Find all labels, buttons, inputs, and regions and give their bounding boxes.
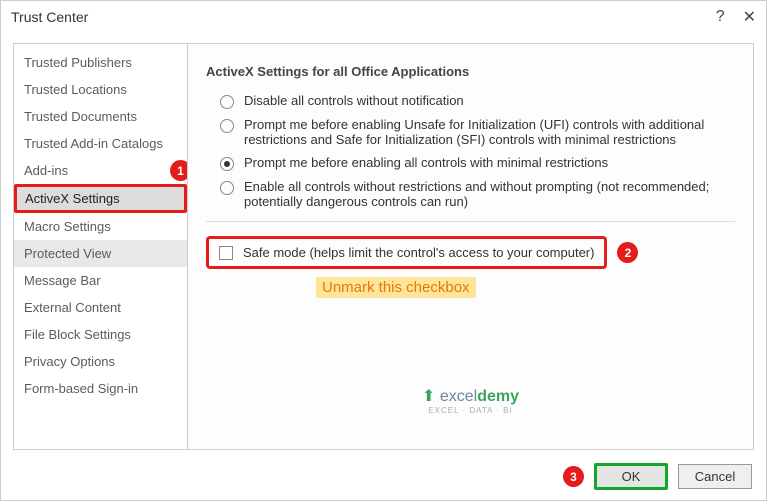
sidebar-item-trusted-publishers[interactable]: Trusted Publishers — [14, 49, 187, 76]
close-icon[interactable]: ✕ — [743, 7, 756, 27]
titlebar: Trust Center ? ✕ — [1, 1, 766, 33]
dialog-title: Trust Center — [11, 9, 88, 25]
sidebar-item-form-based-signin[interactable]: Form-based Sign-in — [14, 375, 187, 402]
option-label: Prompt me before enabling all controls w… — [244, 155, 608, 170]
badge-3: 3 — [563, 466, 584, 487]
badge-1: 1 — [170, 160, 188, 181]
sidebar-item-privacy-options[interactable]: Privacy Options — [14, 348, 187, 375]
help-icon[interactable]: ? — [716, 8, 725, 26]
annotation-note: Unmark this checkbox — [316, 277, 476, 298]
option-label: Disable all controls without notificatio… — [244, 93, 464, 108]
cancel-button[interactable]: Cancel — [678, 464, 752, 489]
section-title: ActiveX Settings for all Office Applicat… — [206, 64, 735, 79]
ok-button[interactable]: OK — [594, 463, 668, 490]
radio-icon[interactable] — [220, 181, 234, 195]
watermark-tag: EXCEL · DATA · BI — [422, 406, 519, 415]
option-prompt-minimal[interactable]: Prompt me before enabling all controls w… — [206, 155, 735, 171]
badge-2: 2 — [617, 242, 638, 263]
option-prompt-ufi[interactable]: Prompt me before enabling Unsafe for Ini… — [206, 117, 735, 147]
content-panel: ActiveX Settings for all Office Applicat… — [188, 43, 754, 450]
sidebar-item-activex-settings[interactable]: ActiveX Settings — [14, 184, 187, 213]
sidebar-item-trusted-addin-catalogs[interactable]: Trusted Add-in Catalogs — [14, 130, 187, 157]
trust-center-dialog: Trust Center ? ✕ Trusted Publishers Trus… — [0, 0, 767, 501]
option-label: Prompt me before enabling Unsafe for Ini… — [244, 117, 735, 147]
option-disable-all[interactable]: Disable all controls without notificatio… — [206, 93, 735, 109]
radio-icon[interactable] — [220, 119, 234, 133]
footer: 3 OK Cancel — [563, 463, 752, 490]
sidebar-item-file-block-settings[interactable]: File Block Settings — [14, 321, 187, 348]
titlebar-buttons: ? ✕ — [716, 7, 756, 27]
sidebar-item-message-bar[interactable]: Message Bar — [14, 267, 187, 294]
divider — [206, 221, 735, 222]
sidebar-item-macro-settings[interactable]: Macro Settings — [14, 213, 187, 240]
option-label: Enable all controls without restrictions… — [244, 179, 735, 209]
sidebar-item-trusted-locations[interactable]: Trusted Locations — [14, 76, 187, 103]
safe-mode-row[interactable]: Safe mode (helps limit the control's acc… — [206, 236, 607, 269]
dialog-body: Trusted Publishers Trusted Locations Tru… — [1, 33, 766, 500]
sidebar-item-external-content[interactable]: External Content — [14, 294, 187, 321]
radio-icon[interactable] — [220, 95, 234, 109]
watermark-brand-a: excel — [440, 388, 477, 405]
option-enable-all[interactable]: Enable all controls without restrictions… — [206, 179, 735, 209]
safe-mode-checkbox[interactable] — [219, 246, 233, 260]
sidebar-item-trusted-documents[interactable]: Trusted Documents — [14, 103, 187, 130]
radio-icon[interactable] — [220, 157, 234, 171]
watermark: ⬆ exceldemy EXCEL · DATA · BI — [422, 386, 519, 415]
watermark-brand-b: demy — [477, 388, 519, 405]
safe-mode-label: Safe mode (helps limit the control's acc… — [243, 245, 594, 260]
sidebar-item-addins[interactable]: Add-ins — [14, 157, 170, 184]
sidebar: Trusted Publishers Trusted Locations Tru… — [13, 43, 188, 450]
sidebar-item-protected-view[interactable]: Protected View — [14, 240, 187, 267]
